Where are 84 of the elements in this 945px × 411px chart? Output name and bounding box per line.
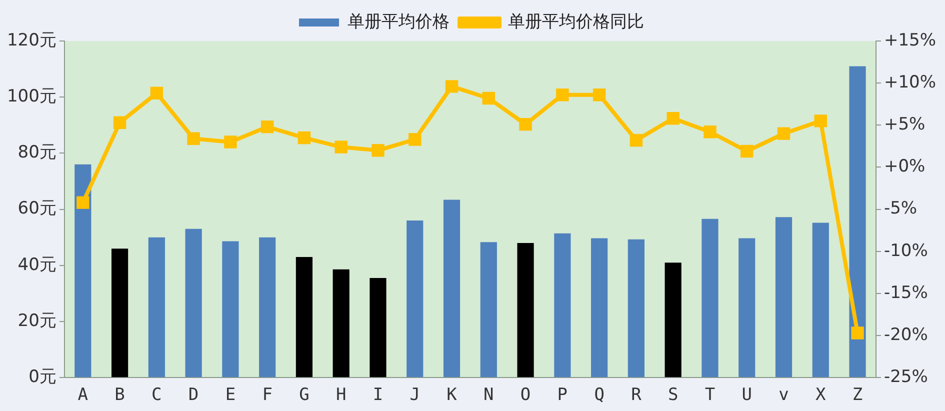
x-tick-label: v	[778, 385, 789, 406]
bar	[148, 237, 165, 378]
bar	[775, 217, 792, 378]
x-tick-label: A	[78, 385, 88, 406]
point	[740, 144, 754, 158]
y2-tick-label: +10%	[884, 72, 936, 92]
point	[482, 92, 496, 105]
legend-label: 单册平均价格同比	[508, 12, 644, 32]
point	[76, 196, 90, 209]
y-tick-label: 40元	[18, 254, 56, 275]
x-tick-label: B	[114, 385, 125, 406]
bar	[74, 164, 92, 378]
x-tick-label: O	[520, 385, 531, 406]
bar	[332, 269, 350, 378]
bar	[443, 200, 460, 378]
bar	[554, 233, 571, 378]
bar	[185, 228, 202, 378]
x-tick-label: T	[704, 385, 716, 406]
bar	[738, 238, 756, 378]
y-tick-label: 80元	[18, 142, 56, 163]
point	[592, 88, 606, 102]
point	[150, 86, 164, 100]
legend-label: 单册平均价格	[348, 12, 450, 32]
x-tick-label: Q	[594, 385, 604, 406]
bar	[591, 238, 608, 378]
point	[298, 131, 311, 144]
bar	[111, 248, 128, 378]
y2-tick-label: -15%	[884, 282, 928, 303]
point	[630, 134, 643, 147]
x-tick-label: H	[336, 385, 346, 406]
bar	[812, 222, 829, 378]
x-tick-label: J	[410, 385, 420, 406]
point	[224, 136, 237, 148]
x-tick-label: C	[152, 385, 162, 406]
point	[777, 127, 790, 140]
point	[814, 114, 828, 128]
point	[666, 112, 680, 125]
y2-tick-label: -5%	[884, 198, 918, 219]
x-tick-label: P	[557, 385, 568, 406]
point	[556, 88, 569, 102]
x-tick-label: G	[299, 385, 310, 406]
bar	[222, 241, 239, 378]
bar	[406, 220, 424, 378]
x-tick-label: F	[262, 385, 272, 406]
y2-tick-label: -20%	[884, 324, 928, 345]
point	[187, 132, 200, 145]
y2-tick-label: +15%	[884, 30, 936, 50]
x-tick-label: Z	[852, 385, 863, 406]
point	[408, 133, 422, 146]
x-tick-label: X	[816, 385, 827, 406]
x-tick-label: D	[188, 385, 199, 406]
x-tick-label: E	[225, 385, 236, 406]
x-tick-label: I	[372, 385, 384, 406]
bar	[664, 262, 682, 378]
bar	[702, 218, 718, 378]
point	[704, 126, 716, 138]
y2-tick-label: -25%	[884, 367, 928, 388]
y2-tick-label: -10%	[884, 240, 928, 261]
point	[260, 120, 274, 134]
x-tick-label: R	[631, 385, 642, 406]
y-tick-label: 100元	[6, 86, 56, 107]
y2-tick-label: +5%	[884, 114, 926, 135]
x-tick-label: K	[446, 385, 458, 406]
point	[372, 144, 384, 157]
y2-tick-label: +0%	[884, 156, 926, 177]
bar	[259, 237, 276, 378]
x-tick-label: S	[668, 385, 678, 406]
y-tick-label: 60元	[18, 198, 56, 219]
bar	[628, 239, 644, 378]
point	[445, 80, 458, 93]
point	[113, 116, 126, 129]
y-tick-label: 20元	[18, 310, 56, 331]
point	[851, 326, 864, 340]
x-tick-label: U	[742, 385, 752, 406]
bar	[849, 66, 866, 378]
point	[519, 118, 532, 131]
y-tick-label: 0元	[28, 367, 56, 388]
bar	[370, 278, 386, 378]
bar	[517, 242, 534, 378]
point	[334, 140, 348, 154]
bar	[480, 242, 497, 378]
x-tick-label: N	[484, 385, 494, 406]
y-tick-label: 120元	[6, 30, 56, 50]
bar	[296, 256, 313, 378]
